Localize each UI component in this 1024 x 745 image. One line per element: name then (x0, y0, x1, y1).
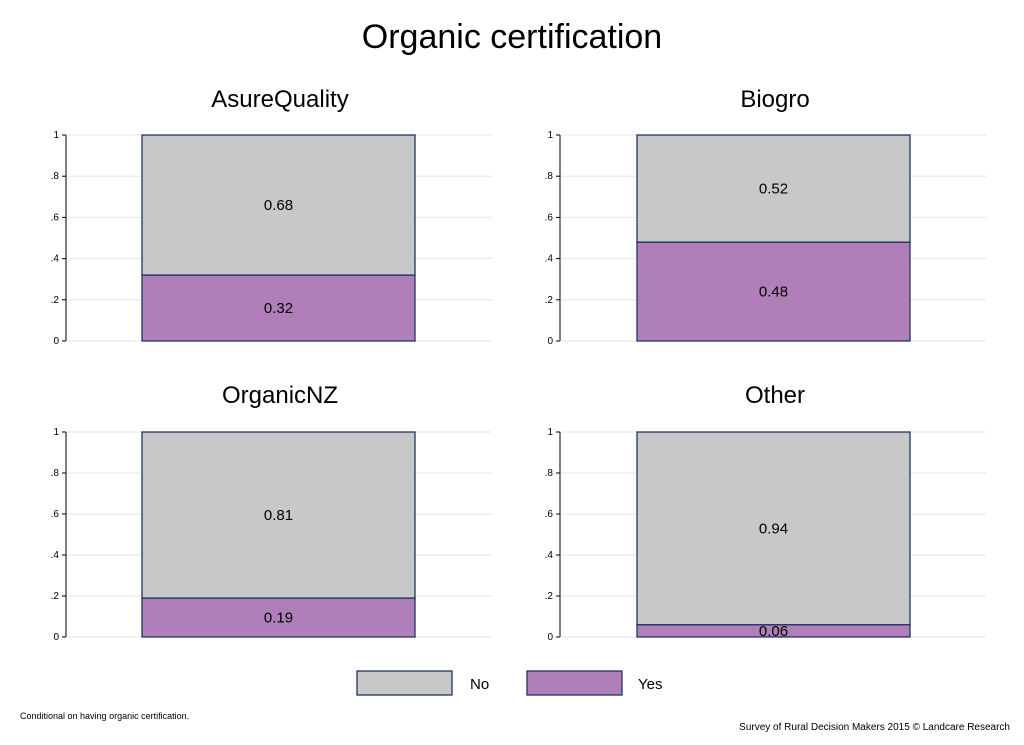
y-tick-label: .8 (51, 468, 60, 479)
data-label-yes-asurequality: 0.32 (264, 300, 293, 317)
y-tick-label: .6 (545, 509, 554, 520)
y-tick-label: 0 (547, 336, 553, 347)
panel-title-organicnz: OrganicNZ (222, 382, 338, 409)
panel-title-biogro: Biogro (740, 86, 809, 113)
y-tick-label: .8 (51, 171, 60, 182)
y-tick-label: 1 (547, 130, 553, 141)
bar-no-asurequality (141, 134, 416, 276)
data-label-yes-organicnz: 0.19 (264, 610, 293, 627)
y-tick-label: .4 (545, 550, 554, 561)
data-label-no-organicnz: 0.81 (264, 507, 293, 524)
y-tick-label: .2 (51, 295, 60, 306)
y-tick-label: .6 (545, 212, 554, 223)
y-tick-label: 0 (53, 336, 59, 347)
y-tick-label: .2 (51, 591, 60, 602)
data-label-yes-other: 0.06 (759, 623, 788, 640)
y-tick-label: 1 (53, 427, 59, 438)
legend-label-no: No (470, 676, 489, 693)
panel-title-asurequality: AsureQuality (211, 86, 348, 113)
bar-no-organicnz (141, 431, 416, 599)
bar-no-other (636, 431, 911, 626)
source-credit: Survey of Rural Decision Makers 2015 © L… (739, 722, 1010, 733)
y-tick-label: 1 (547, 427, 553, 438)
legend-swatch-no (356, 670, 453, 696)
data-label-no-biogro: 0.52 (759, 181, 788, 198)
y-tick-label: .2 (545, 591, 554, 602)
panel-title-other: Other (745, 382, 805, 409)
bar-no-biogro (636, 134, 911, 243)
data-label-yes-biogro: 0.48 (759, 284, 788, 301)
legend-swatch-yes (526, 670, 623, 696)
y-tick-label: .8 (545, 171, 554, 182)
y-tick-label: 0 (547, 632, 553, 643)
y-tick-label: .4 (51, 254, 60, 265)
data-label-no-other: 0.94 (759, 520, 788, 537)
footnote: Conditional on having organic certificat… (20, 711, 190, 721)
y-tick-label: .4 (51, 550, 60, 561)
legend-label-yes: Yes (638, 676, 662, 693)
chart-title: Organic certification (361, 18, 663, 56)
y-tick-label: .8 (545, 468, 554, 479)
y-tick-label: .2 (545, 295, 554, 306)
y-tick-label: .4 (545, 254, 554, 265)
bar-yes-asurequality (141, 274, 416, 342)
y-tick-label: .6 (51, 212, 60, 223)
y-tick-label: 1 (53, 130, 59, 141)
y-tick-label: .6 (51, 509, 60, 520)
bar-yes-organicnz (141, 597, 416, 638)
y-tick-label: 0 (53, 632, 59, 643)
data-label-no-asurequality: 0.68 (264, 197, 293, 214)
bar-yes-biogro (636, 241, 911, 342)
